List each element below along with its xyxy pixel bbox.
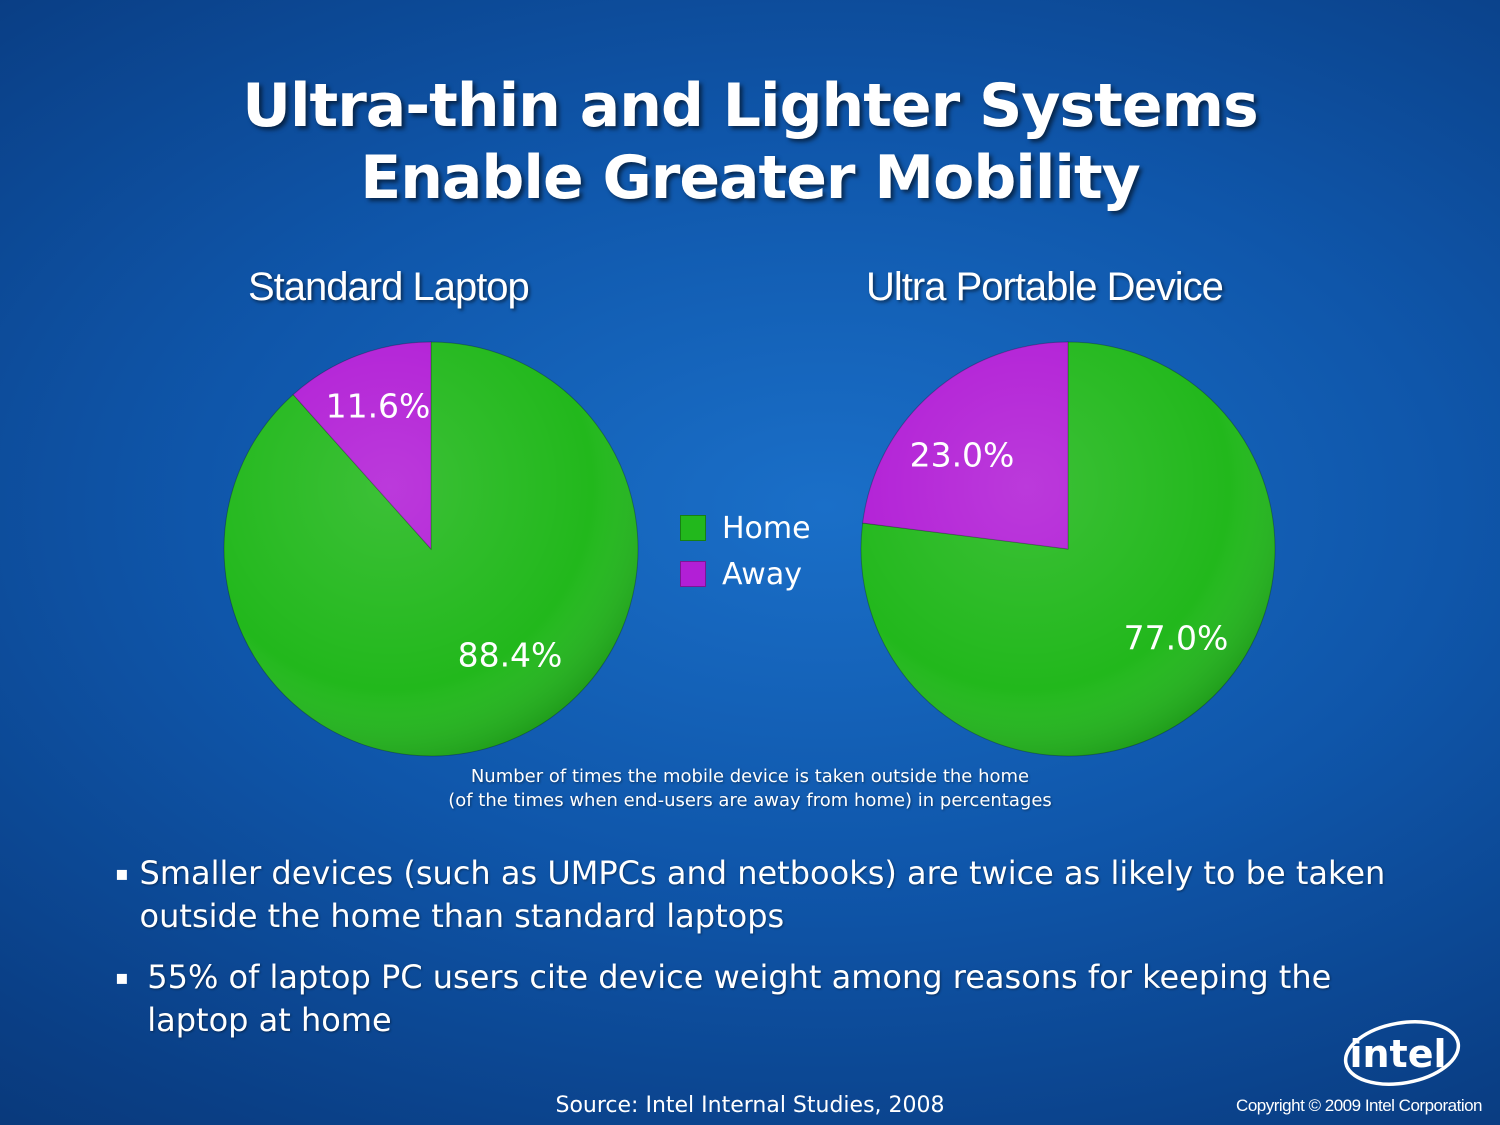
pie-label-away: 11.6% — [326, 387, 431, 426]
chart-title-ultra-portable: Ultra Portable Device — [866, 265, 1224, 309]
chart-caption: Number of times the mobile device is tak… — [0, 765, 1500, 813]
bullet-mark: ▪ — [115, 861, 129, 885]
intel-logo: intel — [1343, 1020, 1461, 1086]
chart-legend: Home Away — [680, 505, 811, 597]
caption-line1: Number of times the mobile device is tak… — [470, 766, 1030, 787]
legend-item-away: Away — [680, 551, 811, 597]
copyright-note: Copyright © 2009 Intel Corporation — [1236, 1096, 1482, 1115]
slide-title: Ultra-thin and Lighter Systems Enable Gr… — [0, 70, 1500, 214]
pie-shading — [861, 342, 1275, 756]
legend-label-home: Home — [722, 510, 811, 546]
pie-label-home: 88.4% — [458, 636, 563, 675]
slide-title-line2: Enable Greater Mobility — [360, 143, 1141, 213]
legend-item-home: Home — [680, 505, 811, 551]
bullet-list: ▪ Smaller devices (such as UMPCs and net… — [115, 852, 1435, 1060]
chart-title-standard-laptop: Standard Laptop — [248, 265, 530, 309]
legend-swatch-away — [680, 561, 706, 587]
bullet-item: ▪ 55% of laptop PC users cite device wei… — [115, 956, 1435, 1042]
legend-label-away: Away — [722, 556, 802, 592]
pie-label-home: 77.0% — [1124, 619, 1229, 658]
pie-label-away: 23.0% — [910, 436, 1015, 475]
intel-logo-text: intel — [1349, 1032, 1446, 1076]
bullet-text: 55% of laptop PC users cite device weigh… — [147, 958, 1332, 1039]
slide-title-line1: Ultra-thin and Lighter Systems — [242, 71, 1259, 141]
caption-line2: (of the times when end-users are away fr… — [448, 790, 1052, 811]
source-note: Source: Intel Internal Studies, 2008 — [555, 1093, 945, 1118]
bullet-item: ▪ Smaller devices (such as UMPCs and net… — [115, 852, 1435, 938]
bullet-mark: ▪ — [115, 965, 129, 989]
legend-swatch-home — [680, 515, 706, 541]
bullet-text: Smaller devices (such as UMPCs and netbo… — [139, 854, 1386, 935]
pie-shading — [224, 342, 638, 756]
